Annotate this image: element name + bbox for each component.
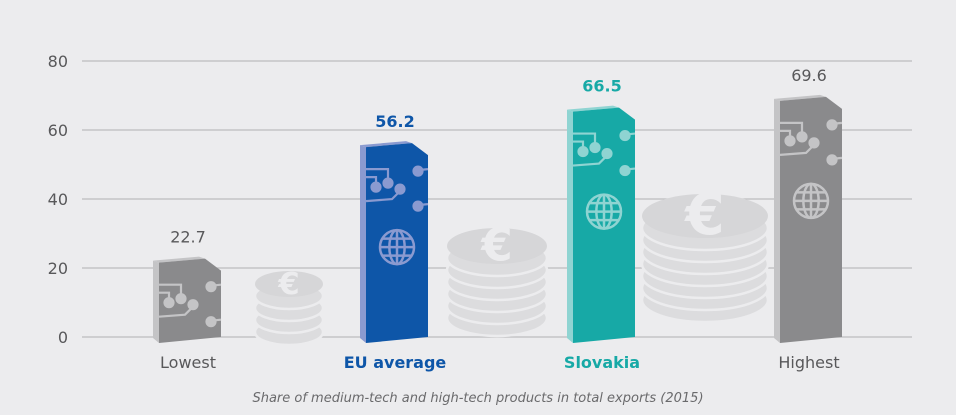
bar-top bbox=[567, 105, 619, 112]
y-tick-label: 0 bbox=[58, 328, 68, 347]
circuit-icon bbox=[365, 165, 429, 212]
chart-caption: Share of medium-tech and high-tech produ… bbox=[252, 391, 704, 406]
bar-side bbox=[567, 109, 573, 343]
globe-icon bbox=[585, 193, 623, 230]
category-label: Highest bbox=[778, 353, 839, 372]
gridlines bbox=[82, 60, 912, 338]
bar-side bbox=[774, 98, 780, 343]
bar-side bbox=[360, 145, 366, 343]
euro-icon: € bbox=[683, 182, 724, 248]
category-label: Lowest bbox=[160, 353, 216, 372]
category-labels: Lowest EU average Slovakia Highest bbox=[160, 353, 840, 372]
globe-icon bbox=[378, 228, 416, 266]
value-labels: 22.7 56.2 66.5 69.6 bbox=[170, 66, 827, 247]
euro-coin-stack-icon: € bbox=[445, 218, 549, 338]
bar-top bbox=[153, 256, 205, 263]
value-label: 22.7 bbox=[170, 228, 206, 247]
y-axis-ticks: 0 20 40 60 80 bbox=[48, 52, 68, 347]
bars bbox=[153, 94, 843, 343]
euro-icon: € bbox=[277, 267, 299, 302]
bar-slovakia bbox=[567, 105, 636, 343]
y-tick-label: 40 bbox=[48, 190, 68, 209]
category-label: EU average bbox=[344, 353, 447, 372]
y-tick-label: 20 bbox=[48, 259, 68, 278]
bar bbox=[780, 96, 842, 343]
euro-coin-stack-icon: € bbox=[640, 182, 770, 324]
circuit-icon bbox=[158, 281, 222, 328]
category-label: Slovakia bbox=[564, 353, 640, 372]
euro-icon: € bbox=[480, 218, 512, 271]
bar-highest bbox=[774, 94, 843, 343]
euro-coin-stack-icon: € bbox=[253, 267, 325, 347]
value-label: 56.2 bbox=[375, 112, 414, 131]
circuit-icon bbox=[779, 119, 843, 166]
coin-stacks: € € € bbox=[253, 182, 770, 347]
bar-chart: 0 20 40 60 80 € € € 22.7 56.2 66.5 69.6 Lowest EU … bbox=[48, 52, 912, 372]
globe-icon bbox=[792, 182, 830, 220]
bar-lowest bbox=[153, 256, 222, 343]
bar-eu-average bbox=[360, 141, 429, 343]
bar-top bbox=[774, 94, 826, 101]
value-label: 66.5 bbox=[582, 77, 621, 96]
y-tick-label: 60 bbox=[48, 121, 68, 140]
circuit-icon bbox=[572, 129, 636, 177]
bar-top bbox=[360, 141, 412, 148]
value-label: 69.6 bbox=[791, 66, 827, 85]
y-tick-label: 80 bbox=[48, 52, 68, 71]
bar-side bbox=[153, 260, 159, 343]
